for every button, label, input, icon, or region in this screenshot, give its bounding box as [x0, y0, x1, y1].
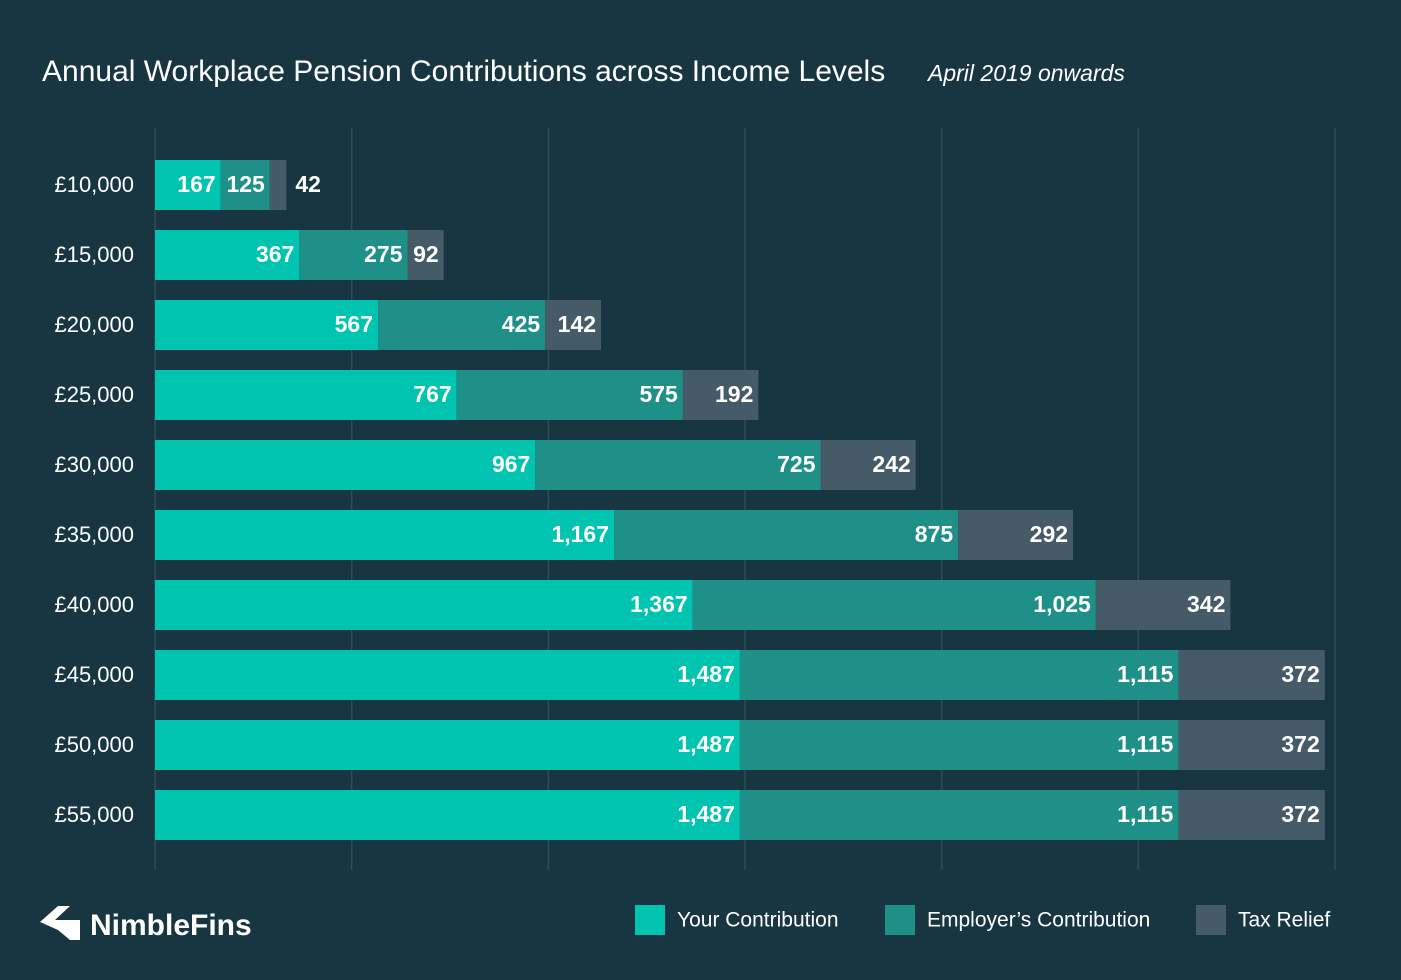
legend-swatch [635, 905, 665, 935]
bar-segment [155, 720, 740, 770]
value-label: 292 [1030, 521, 1068, 547]
value-label: 767 [413, 381, 451, 407]
bar-segment [692, 580, 1096, 630]
bar-segment [155, 230, 300, 280]
bar-segment [1095, 580, 1231, 630]
value-label: 1,367 [630, 591, 688, 617]
logo-text: NimbleFins [90, 909, 252, 942]
value-label: 1,487 [677, 801, 735, 827]
value-label: 1,115 [1117, 731, 1173, 757]
logo-icon [40, 906, 80, 940]
value-label: 372 [1281, 661, 1319, 687]
legend-swatch [885, 905, 915, 935]
bar-segment [155, 790, 740, 840]
bar-segment [220, 160, 270, 210]
bar-segment [614, 510, 959, 560]
value-label: 1,115 [1117, 801, 1173, 827]
value-label: 372 [1281, 801, 1319, 827]
value-label: 1,167 [551, 521, 609, 547]
y-tick-label: £35,000 [54, 522, 134, 547]
chart-title: Annual Workplace Pension Contributions a… [42, 55, 885, 88]
bar-segment [1178, 720, 1325, 770]
value-label: 192 [715, 381, 753, 407]
bar-segment [155, 440, 536, 490]
y-tick-label: £10,000 [54, 172, 134, 197]
bar-segment [299, 230, 408, 280]
bar-segment [155, 370, 457, 420]
bar-segment [155, 160, 221, 210]
value-label: 1,025 [1033, 591, 1091, 617]
value-label: 425 [502, 311, 541, 337]
bar-segment [1178, 790, 1325, 840]
value-label: 725 [777, 451, 816, 477]
bar-segment [739, 720, 1179, 770]
y-tick-label: £45,000 [54, 662, 134, 687]
bar-segment [739, 650, 1179, 700]
value-label: 125 [226, 171, 265, 197]
legend-swatch [1196, 905, 1226, 935]
bar-segment [958, 510, 1074, 560]
bar-segment [820, 440, 916, 490]
value-label: 242 [872, 451, 910, 477]
legend-label: Tax Relief [1238, 909, 1330, 932]
value-label: 372 [1281, 731, 1319, 757]
bar-segment [1178, 650, 1325, 700]
bar-segment [407, 230, 444, 280]
y-tick-label: £55,000 [54, 802, 134, 827]
value-label: 92 [413, 241, 439, 267]
value-label: 1,487 [677, 661, 735, 687]
bar-segment [682, 370, 759, 420]
bar-segment [378, 300, 546, 350]
value-label: 342 [1187, 591, 1225, 617]
value-label: 367 [256, 241, 294, 267]
value-label: 967 [492, 451, 530, 477]
value-label: 1,487 [677, 731, 735, 757]
value-label: 142 [558, 311, 596, 337]
value-label: 575 [639, 381, 678, 407]
legend-label: Your Contribution [677, 909, 839, 932]
bar-segment [456, 370, 683, 420]
y-tick-label: £50,000 [54, 732, 134, 757]
value-label: 875 [915, 521, 954, 547]
value-label: 42 [295, 171, 321, 197]
bar-segment [739, 790, 1179, 840]
y-tick-label: £30,000 [54, 452, 134, 477]
chart-subtitle: April 2019 onwards [926, 60, 1125, 86]
y-tick-label: £15,000 [54, 242, 134, 267]
bar-segment [155, 510, 615, 560]
value-label: 567 [335, 311, 373, 337]
bar-segment [155, 580, 693, 630]
value-label: 275 [364, 241, 403, 267]
value-label: 1,115 [1117, 661, 1173, 687]
bar-segment [269, 160, 287, 210]
bar-segment [155, 300, 379, 350]
value-label: 167 [177, 171, 215, 197]
bar-segment [155, 650, 740, 700]
y-tick-label: £25,000 [54, 382, 134, 407]
bar-segment [535, 440, 821, 490]
logo: NimbleFins [40, 906, 252, 942]
bar-segment [545, 300, 602, 350]
y-tick-label: £20,000 [54, 312, 134, 337]
legend-label: Employer’s Contribution [927, 909, 1150, 932]
y-tick-label: £40,000 [54, 592, 134, 617]
